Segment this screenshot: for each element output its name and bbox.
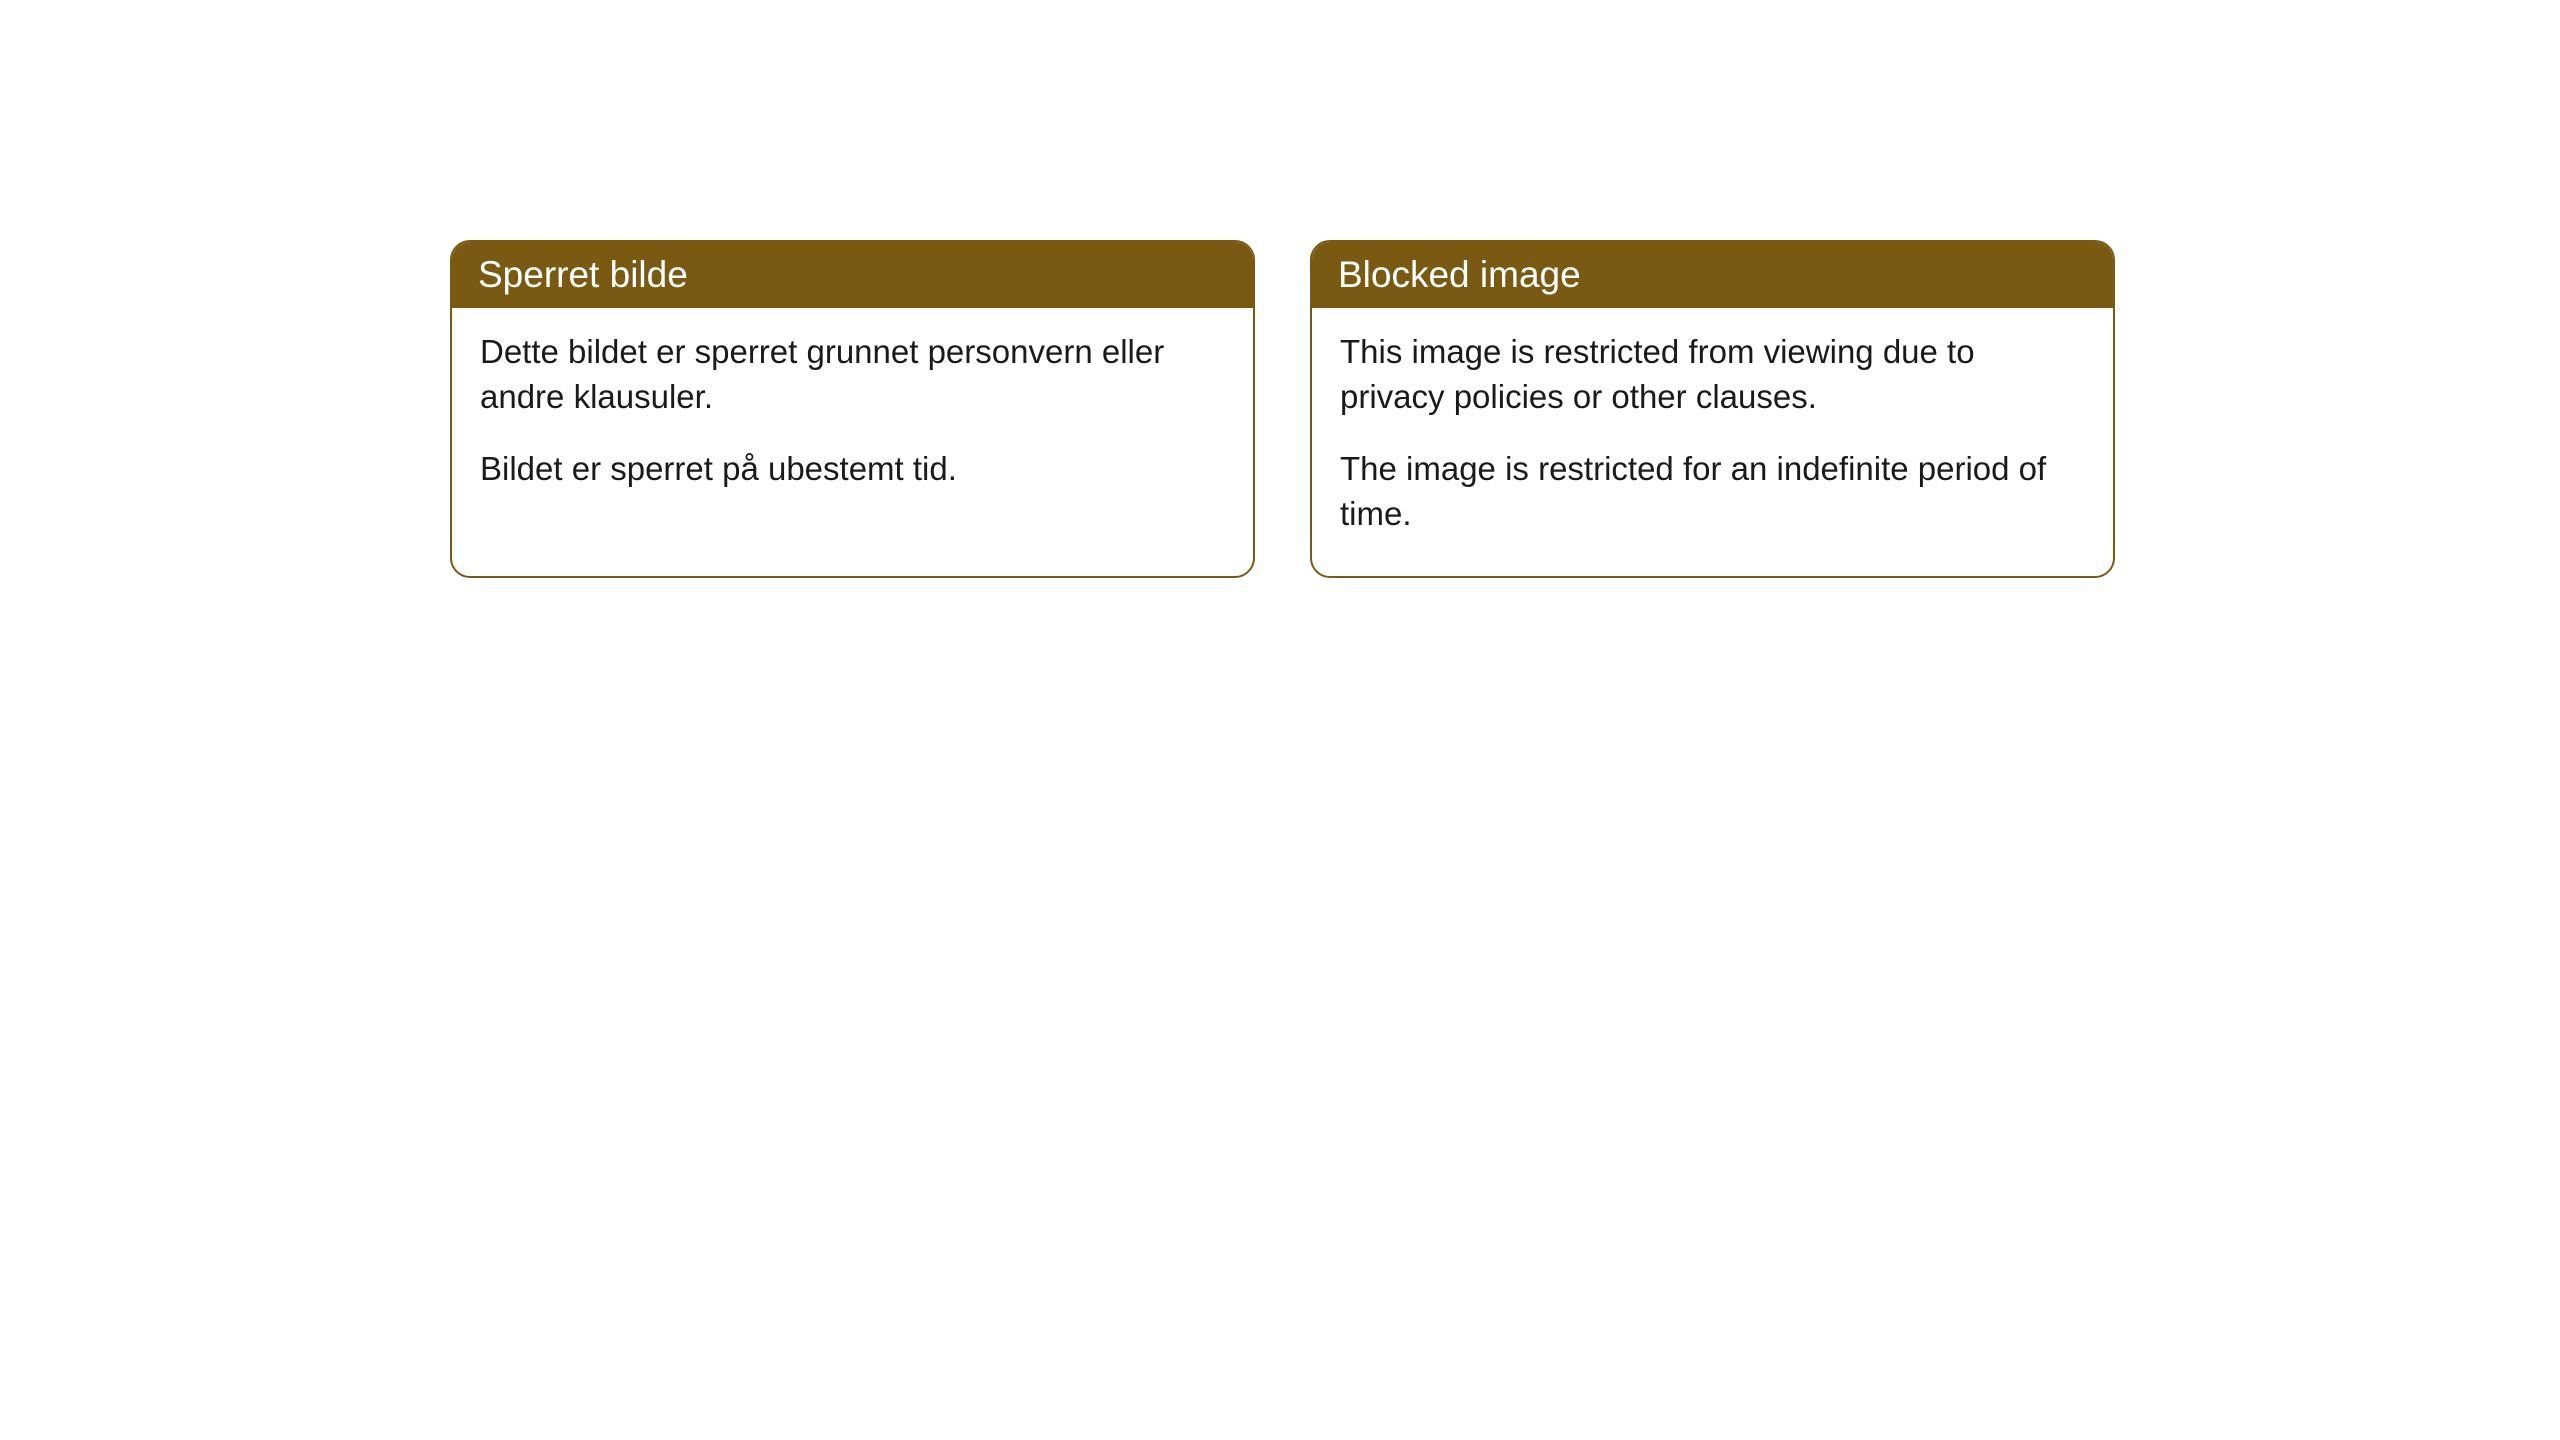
notice-paragraph: Dette bildet er sperret grunnet personve…: [480, 330, 1225, 419]
notice-card-header: Blocked image: [1312, 242, 2113, 308]
notice-container: Sperret bilde Dette bildet er sperret gr…: [0, 0, 2560, 578]
notice-paragraph: The image is restricted for an indefinit…: [1340, 447, 2085, 536]
notice-card-body: Dette bildet er sperret grunnet personve…: [452, 308, 1253, 532]
notice-card-header: Sperret bilde: [452, 242, 1253, 308]
notice-card-norwegian: Sperret bilde Dette bildet er sperret gr…: [450, 240, 1255, 578]
notice-paragraph: This image is restricted from viewing du…: [1340, 330, 2085, 419]
notice-card-english: Blocked image This image is restricted f…: [1310, 240, 2115, 578]
notice-paragraph: Bildet er sperret på ubestemt tid.: [480, 447, 1225, 492]
notice-card-body: This image is restricted from viewing du…: [1312, 308, 2113, 576]
